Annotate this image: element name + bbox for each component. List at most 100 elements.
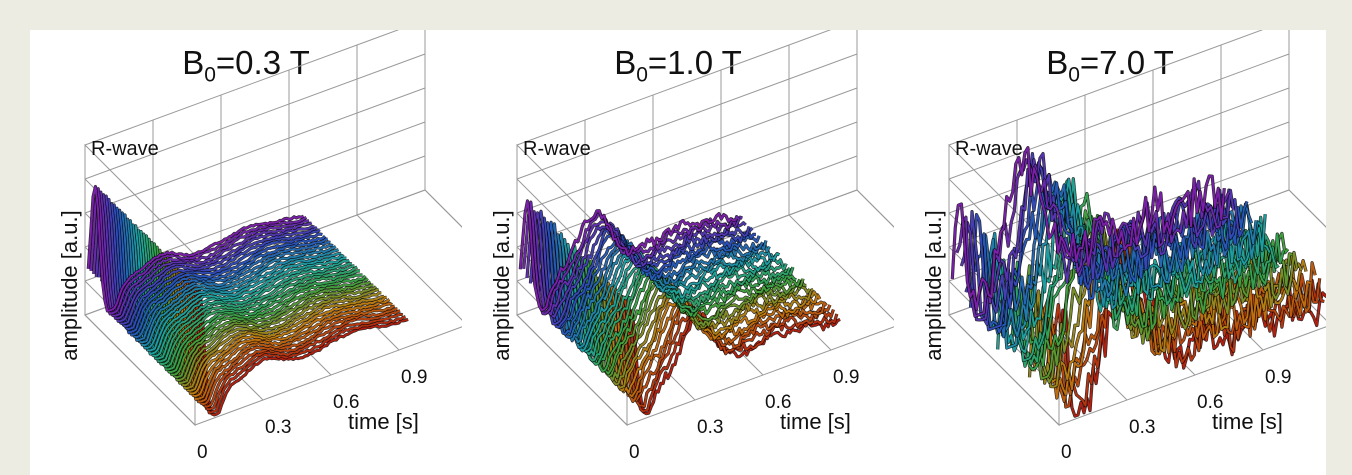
trace-line [566, 245, 784, 357]
floor-grid-line [84, 314, 196, 426]
trace-line [951, 146, 1226, 311]
waterfall-plot: 00.30.60.91.21.5time [s]amplitude [a.u.]… [57, 30, 462, 463]
trace-line [130, 229, 347, 355]
trace-line [183, 281, 401, 408]
traces [86, 184, 409, 417]
x-tick-label: 0 [197, 442, 208, 463]
grid-line [84, 121, 426, 248]
trace-line [167, 264, 385, 392]
trace-line [542, 221, 761, 335]
trace-line [116, 213, 334, 342]
x-tick-label: 0.6 [1197, 392, 1223, 413]
chart-title: B0=1.0 T [614, 44, 742, 87]
trace-line [159, 256, 377, 385]
y-axis-label: amplitude [a.u.] [921, 210, 946, 360]
grid-line [84, 53, 426, 180]
trace-line [162, 262, 379, 387]
trace-line [103, 202, 321, 328]
trace-line [122, 219, 339, 347]
trace-line [114, 212, 331, 339]
x-axis-label: time [s] [1212, 409, 1283, 434]
traces [950, 146, 1326, 418]
trace-line [143, 241, 360, 368]
trace-line [106, 204, 323, 331]
trace-line [529, 211, 747, 318]
grid-line [948, 87, 1290, 214]
chart-panel-7p0T: B0=7.0 T 00.30.60.91.21.5time [s]amplitu… [894, 30, 1326, 475]
chart-title: B0=7.0 T [1046, 44, 1174, 87]
trace-line [553, 232, 771, 344]
x-tick-label: 0.3 [697, 417, 723, 438]
grid-line [948, 155, 1290, 282]
trace-line [556, 238, 773, 349]
trace-line [593, 273, 811, 386]
trace-line [189, 288, 406, 414]
x-axis-label: time [s] [348, 409, 419, 434]
trace-line [148, 246, 367, 373]
traces [518, 199, 841, 416]
trace-line [546, 222, 764, 339]
grid-line [516, 87, 858, 214]
x-tick-label: 0.3 [265, 417, 291, 438]
trace-line [165, 263, 382, 390]
grid-line [84, 87, 426, 214]
x-tick-label: 0.6 [765, 392, 791, 413]
trace-line [132, 230, 350, 357]
floor-grid-line [948, 314, 1060, 426]
figure-frame: B0=0.3 T 00.30.60.91.21.5time [s]amplitu… [30, 30, 1326, 475]
trace-line [178, 277, 395, 403]
trace-line [87, 185, 304, 312]
trace-line [170, 269, 387, 395]
chart-title: B0=0.3 T [182, 44, 310, 87]
trace-line [175, 272, 393, 401]
grid-line [516, 121, 858, 248]
floor-grid-line [788, 214, 894, 321]
trace-line [186, 283, 404, 411]
trace-line [539, 221, 756, 329]
x-tick-label: 0 [629, 442, 640, 463]
trace-line [100, 198, 318, 325]
waterfall-plot: 00.30.60.91.21.5time [s]amplitude [a.u.]… [921, 30, 1326, 463]
trace-line [1037, 239, 1311, 399]
x-tick-label: 0.9 [833, 367, 859, 388]
x-tick-label: 0.9 [401, 367, 427, 388]
trace-line [157, 255, 374, 381]
y-axis-label: amplitude [a.u.] [57, 210, 82, 360]
trace-line [181, 278, 398, 406]
trace-line [90, 187, 307, 315]
r-wave-annotation: R-wave [91, 138, 159, 160]
r-wave-annotation: R-wave [523, 138, 591, 160]
trace-line [617, 296, 835, 408]
trace-line [154, 252, 372, 379]
x-tick-label: 0.9 [1265, 367, 1291, 388]
labels: 00.30.60.91.21.5time [s]amplitude [a.u.]… [921, 138, 1291, 463]
trace-line [151, 249, 369, 376]
chart-panel-0p3T: B0=0.3 T 00.30.60.91.21.5time [s]amplitu… [30, 30, 462, 475]
labels: 00.30.60.91.21.5time [s]amplitude [a.u.]… [57, 138, 427, 463]
x-tick-label: 0.6 [333, 392, 359, 413]
x-tick-label: 0.3 [1129, 417, 1155, 438]
y-axis-label: amplitude [a.u.] [489, 210, 514, 360]
x-axis-label: time [s] [780, 409, 851, 434]
trace-line [98, 195, 315, 323]
labels: 00.30.60.91.21.5time [s]amplitude [a.u.]… [489, 138, 859, 463]
trace-line [124, 224, 342, 349]
trace-line [95, 193, 313, 320]
trace-line [983, 191, 1258, 338]
trace-line [1046, 229, 1321, 408]
waterfall-plot: 00.30.60.91.21.5time [s]amplitude [a.u.]… [489, 30, 894, 463]
r-wave-annotation: R-wave [955, 138, 1023, 160]
floor-grid-line [856, 189, 894, 228]
trace-line [108, 207, 326, 334]
trace-line [146, 242, 363, 371]
floor-grid-line [516, 314, 628, 426]
grid-line [948, 53, 1290, 180]
floor-grid-line [356, 214, 462, 321]
trace-line [119, 218, 337, 344]
grid-line [516, 53, 858, 180]
x-tick-label: 0 [1061, 442, 1072, 463]
trace-line [191, 290, 409, 416]
trace-line [173, 270, 390, 398]
trace-line [135, 233, 353, 360]
trace-line [590, 277, 807, 381]
